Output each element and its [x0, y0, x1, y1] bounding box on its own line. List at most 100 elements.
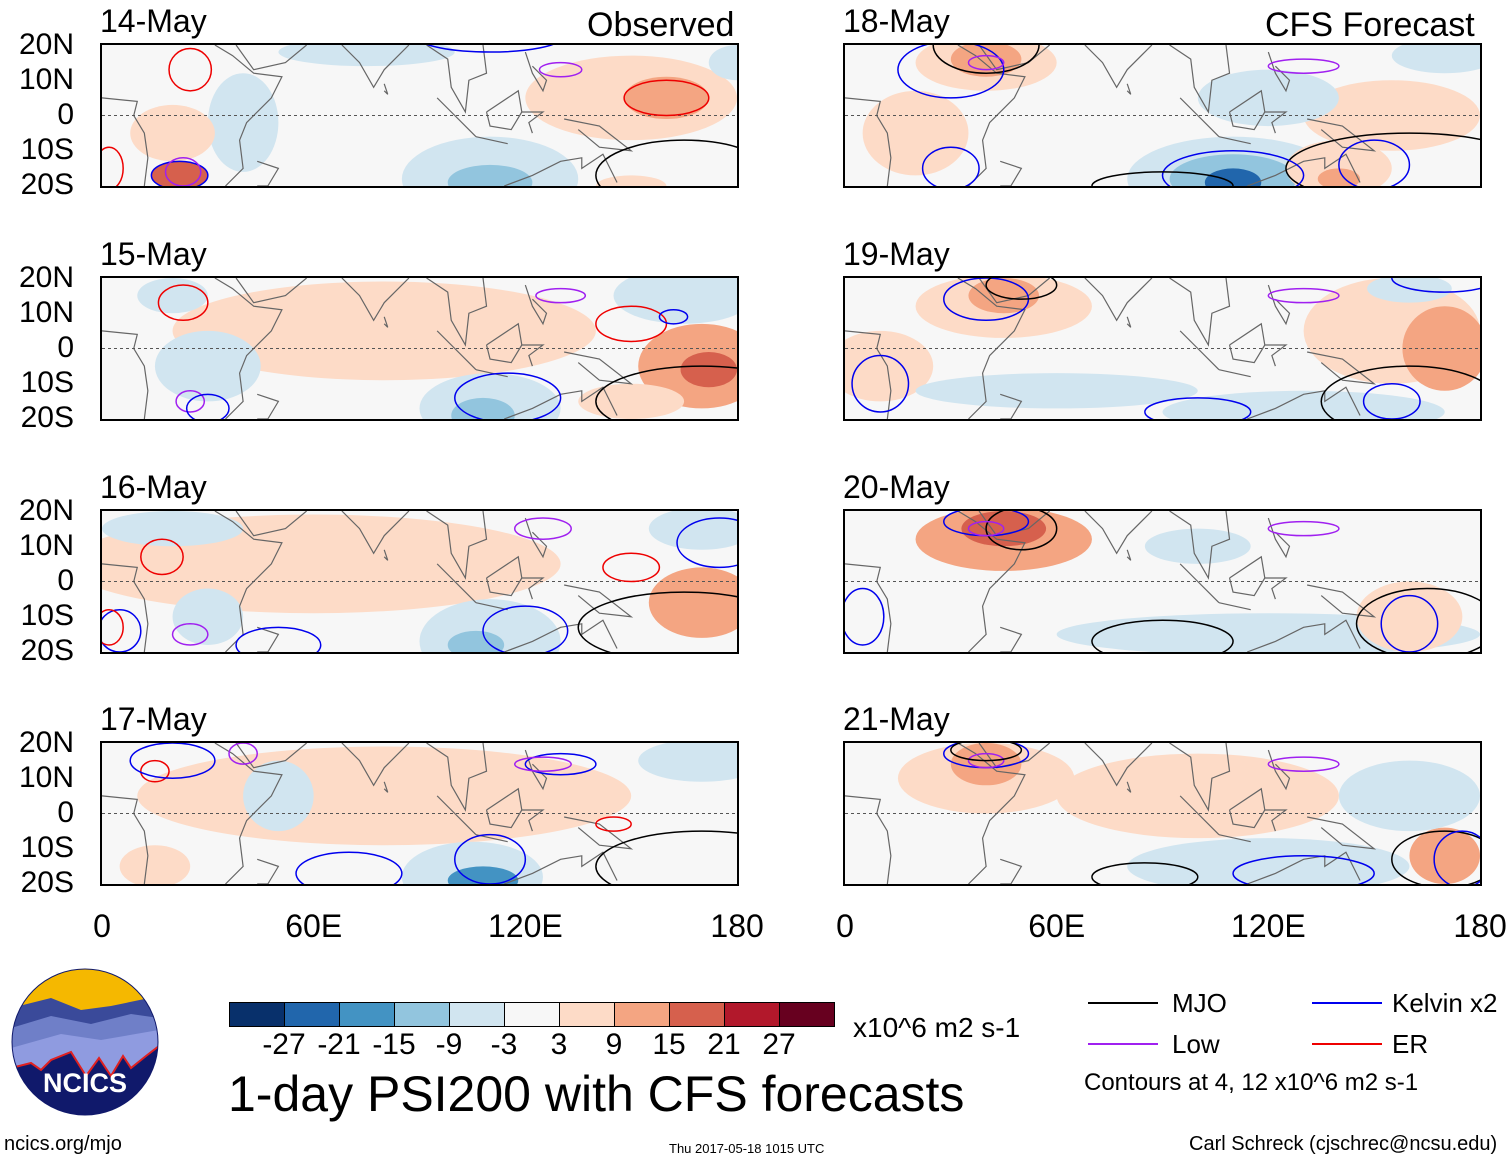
- mjo-contour: [986, 278, 1057, 299]
- coastline: [958, 45, 1025, 186]
- legend-label-mjo: MJO: [1172, 988, 1227, 1018]
- coastline: [1265, 810, 1286, 831]
- colorbar-level-label: 9: [605, 1028, 623, 1061]
- colorbar-units: x10^6 m2 s-1: [853, 1012, 1021, 1043]
- er-contour: [603, 553, 659, 581]
- site-url[interactable]: ncics.org/mjo: [4, 1133, 122, 1155]
- psi-anomaly-region: [447, 164, 533, 186]
- psi-anomaly-region: [1409, 827, 1480, 884]
- y-tick-label: 20S: [20, 634, 74, 667]
- psi-anomaly-region: [1144, 528, 1251, 564]
- coastline: [487, 789, 522, 828]
- y-tick-label: 20S: [20, 866, 74, 899]
- figure-title: 1-day PSI200 with CFS forecasts: [228, 1066, 965, 1122]
- map-panel: [100, 276, 739, 421]
- coastline: [437, 331, 476, 370]
- coastline: [1170, 743, 1230, 810]
- coastline: [102, 796, 148, 884]
- psi-anomaly-region: [1127, 838, 1410, 884]
- low-contour: [968, 56, 1003, 70]
- colorbar-swatch: [670, 1003, 725, 1026]
- psi-anomaly-region: [447, 866, 519, 884]
- mjo-contour: [1286, 133, 1480, 186]
- y-tick-label: 0: [57, 796, 74, 829]
- coastline: [1127, 84, 1131, 95]
- psi-anomaly-region: [862, 90, 969, 176]
- coastline: [342, 743, 409, 785]
- coastline: [564, 585, 631, 617]
- kelvin-contour: [659, 310, 687, 324]
- colorbar-swatch: [560, 1003, 615, 1026]
- coastline: [437, 796, 476, 835]
- x-tick-label: 120E: [488, 908, 563, 944]
- psi-anomaly-region: [102, 511, 244, 547]
- colorbar-level-label: -3: [490, 1028, 518, 1061]
- x-tick-label: 180: [710, 908, 764, 944]
- low-contour: [968, 754, 1003, 768]
- kelvin-contour: [923, 147, 979, 186]
- kelvin-contour: [455, 835, 526, 884]
- low-contour: [1268, 757, 1339, 771]
- coastline: [1000, 161, 1021, 186]
- coastline: [522, 345, 543, 366]
- coastline: [564, 119, 631, 151]
- coastline: [1000, 394, 1021, 419]
- coastline: [522, 810, 543, 831]
- kelvin-contour: [187, 394, 229, 419]
- coastline: [384, 782, 388, 793]
- er-contour: [141, 539, 183, 574]
- coastline: [525, 285, 546, 324]
- kelvin-contour: [455, 373, 561, 419]
- er-contour: [102, 147, 123, 186]
- psi-anomaly-region: [680, 352, 737, 388]
- colorbar-swatch: [285, 1003, 340, 1026]
- y-tick-label: 0: [57, 331, 74, 364]
- psi-anomaly-region: [648, 567, 737, 638]
- coastline: [1127, 782, 1131, 793]
- contour-note: Contours at 4, 12 x10^6 m2 s-1: [1084, 1069, 1419, 1096]
- kelvin-contour: [420, 45, 561, 52]
- coastline: [1230, 324, 1265, 363]
- coastline: [476, 137, 508, 144]
- panel-title: 18-May: [843, 3, 950, 39]
- y-tick-label: 10S: [20, 831, 74, 864]
- coastline: [1247, 852, 1360, 884]
- psi-anomaly-region: [119, 845, 191, 884]
- y-tick-label: 20N: [18, 494, 74, 527]
- coastline: [522, 578, 543, 599]
- colorbar-swatch: [450, 1003, 505, 1026]
- coastline: [1085, 278, 1152, 320]
- coastline: [1247, 620, 1360, 652]
- psi-anomaly-region: [130, 104, 215, 162]
- kelvin-contour: [852, 356, 908, 412]
- coastline: [845, 796, 891, 884]
- colorbar-swatch: [230, 1003, 285, 1026]
- coastline: [236, 743, 307, 768]
- coastline: [427, 278, 487, 345]
- y-tick-label: 20N: [18, 726, 74, 759]
- coastline: [564, 352, 631, 384]
- map-panel: [843, 276, 1482, 421]
- coastline: [525, 52, 546, 91]
- psi-anomaly-region: [648, 511, 737, 550]
- kelvin-contour: [525, 754, 596, 775]
- y-tick-label: 10N: [18, 529, 74, 562]
- coastline: [215, 278, 282, 419]
- colorbar-swatch: [615, 1003, 670, 1026]
- colorbar-swatch: [395, 1003, 450, 1026]
- coastline: [487, 557, 522, 596]
- legend-label-kelvin: Kelvin x2: [1392, 988, 1498, 1018]
- mjo-contour: [596, 140, 737, 186]
- kelvin-contour: [1392, 278, 1480, 292]
- coastline: [845, 331, 891, 419]
- coastline: [958, 278, 1025, 419]
- mjo-contour: [1357, 589, 1480, 652]
- low-contour: [515, 757, 571, 771]
- psi-anomaly-region: [624, 76, 709, 120]
- y-tick-label: 10S: [20, 366, 74, 399]
- psi-anomaly-region: [638, 743, 737, 782]
- legend-line-er: [1312, 1043, 1382, 1045]
- coastline: [1230, 789, 1265, 828]
- mjo-contour: [1092, 172, 1233, 186]
- y-tick-label: 0: [57, 98, 74, 131]
